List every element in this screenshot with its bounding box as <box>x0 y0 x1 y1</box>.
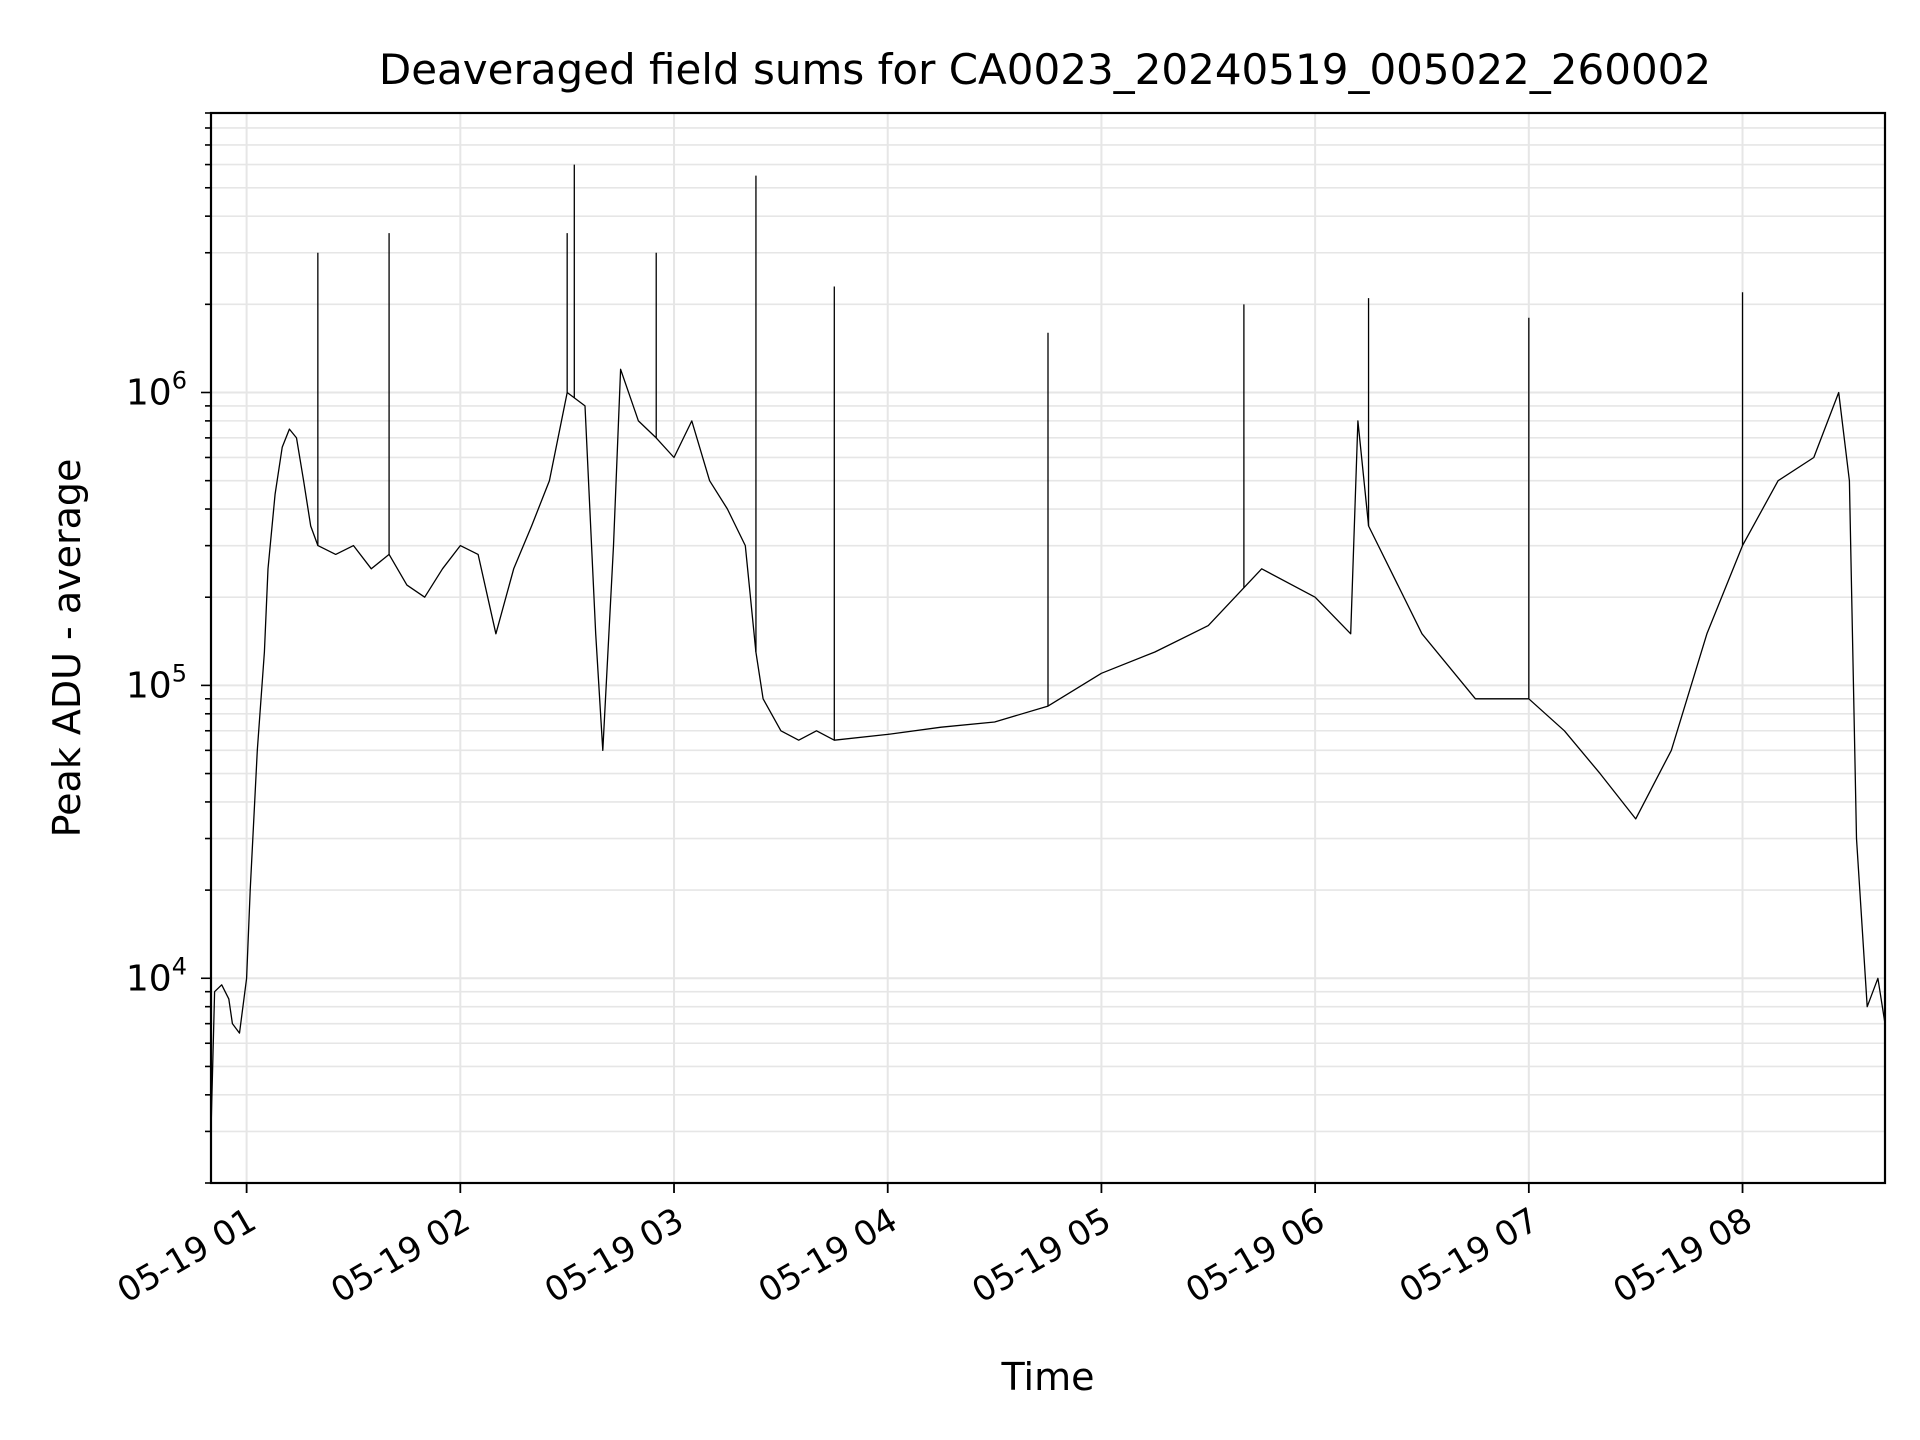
y-tick-label: 106 <box>126 366 187 413</box>
y-tick-label: 104 <box>126 952 187 999</box>
y-axis-label: Peak ADU - average <box>45 459 89 838</box>
series-line <box>210 368 1886 1132</box>
peak-spikes <box>317 164 1744 741</box>
y-axis: 104 105 106 <box>126 112 211 1184</box>
y-tick-label: 105 <box>126 659 187 706</box>
plot-frame <box>209 111 1887 1185</box>
x-axis-label: Time <box>1001 1355 1095 1399</box>
chart-title: Deaveraged field sums for CA0023_2024051… <box>379 45 1711 94</box>
